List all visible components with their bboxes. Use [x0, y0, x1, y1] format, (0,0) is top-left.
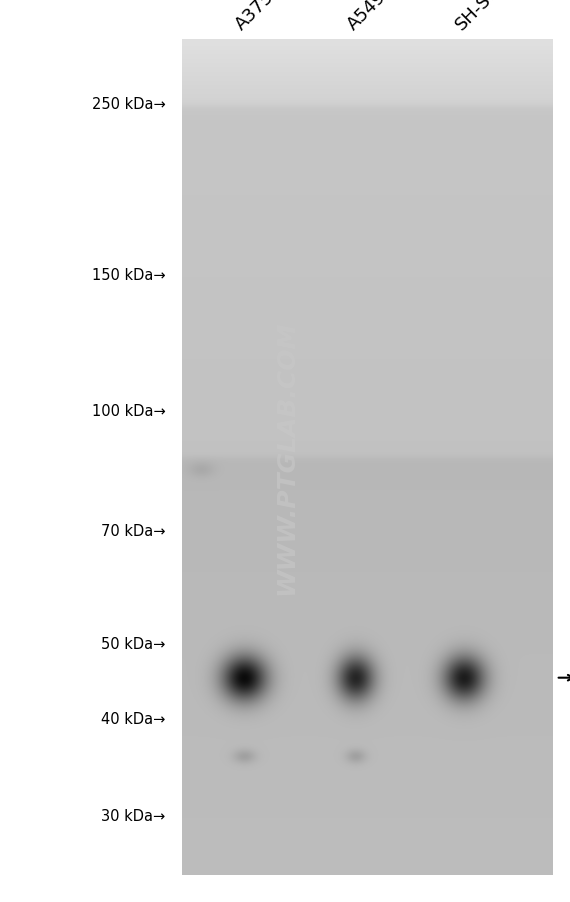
Text: 50 kDa→: 50 kDa→ [101, 637, 165, 651]
Text: 250 kDa→: 250 kDa→ [92, 97, 165, 112]
Text: A549: A549 [344, 0, 389, 33]
Text: 40 kDa→: 40 kDa→ [101, 712, 165, 726]
Text: A375: A375 [233, 0, 278, 33]
Text: 150 kDa→: 150 kDa→ [92, 268, 165, 283]
Text: 30 kDa→: 30 kDa→ [101, 808, 165, 823]
Text: WWW.PTGLAB.COM: WWW.PTGLAB.COM [274, 321, 298, 594]
Text: 100 kDa→: 100 kDa→ [92, 404, 165, 419]
Text: 70 kDa→: 70 kDa→ [101, 524, 165, 538]
Text: SH-SY5Y: SH-SY5Y [452, 0, 519, 33]
